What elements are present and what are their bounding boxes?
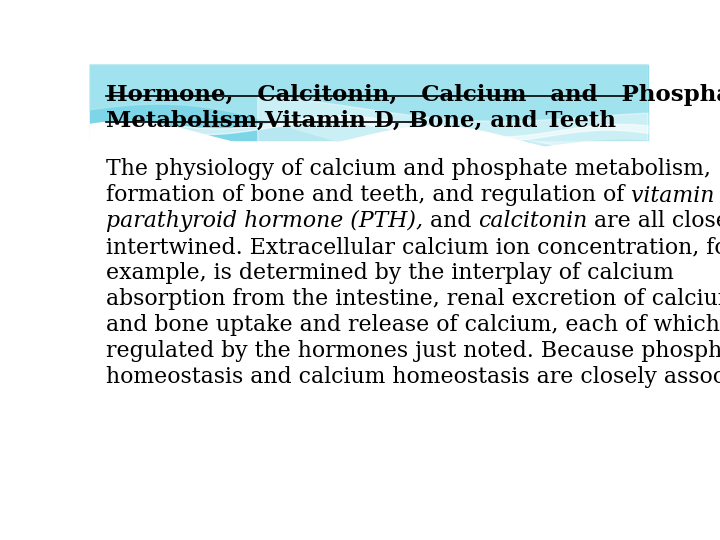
Text: calcitonin: calcitonin [478,210,588,232]
Text: and bone uptake and release of calcium, each of which is: and bone uptake and release of calcium, … [106,314,720,336]
Polygon shape [90,65,648,157]
Text: Hormone,   Calcitonin,   Calcium   and   Phosphate: Hormone, Calcitonin, Calcium and Phospha… [106,84,720,105]
Text: example, is determined by the interplay of calcium: example, is determined by the interplay … [106,262,673,284]
Text: are all closely: are all closely [588,210,720,232]
Polygon shape [90,65,648,140]
Text: vitamin D,: vitamin D, [631,184,720,206]
Polygon shape [174,116,648,143]
Text: formation of bone and teeth, and regulation of: formation of bone and teeth, and regulat… [106,184,631,206]
Text: intertwined. Extracellular calcium ion concentration, for: intertwined. Extracellular calcium ion c… [106,237,720,258]
Text: parathyroid hormone (PTH),: parathyroid hormone (PTH), [106,210,423,232]
Polygon shape [258,96,648,167]
Polygon shape [90,122,648,481]
Text: Metabolism,Vitamin D, Bone, and Teeth: Metabolism,Vitamin D, Bone, and Teeth [106,109,616,131]
Text: and: and [423,210,478,232]
Text: regulated by the hormones just noted. Because phosphate: regulated by the hormones just noted. Be… [106,340,720,362]
Text: The physiology of calcium and phosphate metabolism,: The physiology of calcium and phosphate … [106,158,711,180]
Text: homeostasis and calcium homeostasis are closely associated.: homeostasis and calcium homeostasis are … [106,366,720,388]
Text: absorption from the intestine, renal excretion of calcium,: absorption from the intestine, renal exc… [106,288,720,310]
